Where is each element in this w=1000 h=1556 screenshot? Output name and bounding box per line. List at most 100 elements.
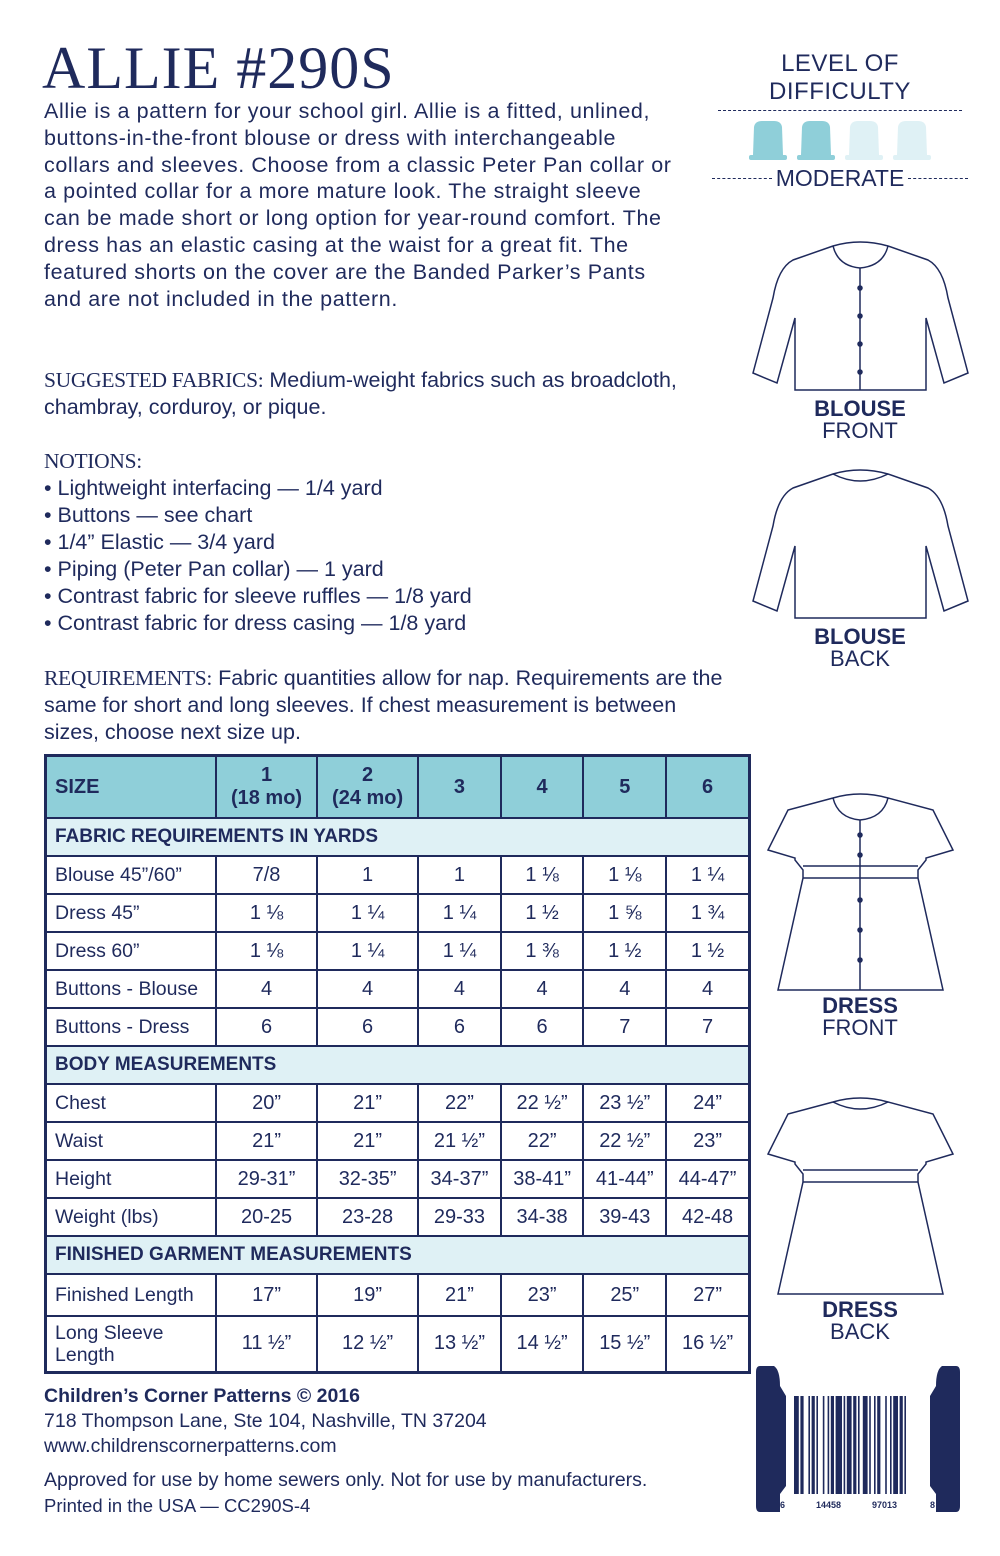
size-number: SIZE [55,775,100,798]
size-number: 4 [536,775,548,798]
table-cell: 20” [214,1083,319,1123]
table-cell: 4 [582,969,668,1009]
blouse-back: BLOUSE BACK [745,466,975,670]
barcode-bar [890,1396,892,1494]
size-header: 2 (24 mo) [316,754,420,819]
table-row: Long Sleeve Length 11 ½” 12 ½” 13 ½” 14 ½” 15… [44,1315,751,1373]
thimble-icon [749,121,787,160]
table-cell: 6 [214,1007,319,1047]
table-cell: 1 ¼ [417,931,502,971]
thimble-icon [893,121,931,160]
barcode-digit: 8 [930,1500,935,1510]
notion-item: • Buttons — see chart [44,503,253,527]
table-cell: 29-31” [214,1159,319,1199]
row-label: Buttons - Dress [44,1007,217,1047]
table-cell: 1 ½ [582,931,668,971]
table-cell: 21” [214,1121,319,1161]
barcode-digits: 14458 [816,1500,841,1510]
row-label: Waist [44,1121,217,1161]
table-cell: 1 ¼ [417,893,502,933]
notion-item: • 1/4” Elastic — 3/4 yard [44,530,275,554]
table-cell: 34-38 [499,1197,585,1237]
barcode-bar [885,1396,887,1494]
footer: Children’s Corner Patterns © 2016 718 Th… [44,1384,647,1518]
table-cell: 1 ½ [665,931,751,971]
printed-notice: Printed in the USA — CC290S-4 [44,1495,311,1516]
table-row: Buttons - Blouse 4 4 4 4 4 4 [44,969,751,1009]
table-cell: 24” [665,1083,751,1123]
table-cell: 23” [665,1121,751,1161]
table-cell: 6 [417,1007,502,1047]
size-age: (24 mo) [332,787,404,809]
table-cell: 22 ½” [499,1083,585,1123]
divider [908,178,969,179]
table-cell: 1 ⅜ [499,931,585,971]
table-cell: 4 [316,969,420,1009]
blouse-front: BLOUSE FRONT [745,238,975,442]
difficulty-title: LEVEL OF DIFFICULTY [769,50,911,105]
row-label: Chest [44,1083,217,1123]
barcode-bar [869,1396,871,1494]
table-cell: 21” [316,1121,420,1161]
requirements-label: REQUIREMENTS: [44,666,213,690]
approved-notice: Approved for use by home sewers only. No… [44,1469,648,1491]
size-number: 1 [260,764,273,786]
table-cell: 1 ½ [499,893,585,933]
barcode-bar [830,1396,834,1494]
barcode-bar [877,1396,881,1494]
barcode-digit: 6 [780,1500,785,1510]
size-number: 3 [453,775,466,798]
table-cell: 4 [417,969,502,1009]
table-cell: 44-47” [665,1159,751,1199]
row-label: Buttons - Blouse [44,969,217,1009]
barcode-bar [816,1396,818,1494]
row-label: Weight (lbs) [44,1197,217,1237]
table-cell: 17” [214,1273,319,1317]
table-cell: 22” [417,1083,502,1123]
size-header: 4 [499,754,585,819]
size-header: 6 [665,754,751,819]
size-header: 5 [582,754,668,819]
table-cell: 4 [665,969,751,1009]
suggested-fabrics: SUGGESTED FABRICS: Medium-weight fabrics… [44,367,724,421]
size-header: 1 (18 mo) [214,754,319,819]
table-cell: 1 ¼ [316,893,420,933]
barcode-bar [811,1396,815,1494]
thimble-icon [845,121,883,160]
table-cell: 19” [316,1273,420,1317]
company-website[interactable]: www.childrenscornerpatterns.com [44,1435,337,1457]
table-cell: 1 ¼ [665,855,751,895]
company-name: Children’s Corner Patterns © 2016 [44,1385,360,1407]
notion-item: • Contrast fabric for sleeve ruffles — 1… [44,584,472,608]
notions: NOTIONS: • Lightweight interfacing — 1/4… [44,448,724,637]
section-title: FINISHED GARMENT MEASUREMENTS [44,1235,751,1275]
notion-item: • Contrast fabric for dress casing — 1/8… [44,611,467,635]
table-cell: 22” [499,1121,585,1161]
table-row: Buttons - Dress 6 6 6 6 7 7 [44,1007,751,1047]
garment-view: FRONT [822,1015,898,1040]
row-label: Dress 60” [44,931,217,971]
table-cell: 6 [316,1007,420,1047]
barcode-bar [808,1396,810,1494]
dress-back: DRESS BACK [745,1094,975,1343]
notion-item: • Lightweight interfacing — 1/4 yard [44,476,383,500]
table-cell: 1 ¾ [665,893,751,933]
table-cell: 21” [316,1083,420,1123]
dress-front-illustration [766,793,954,991]
dress-front: DRESS FRONT [745,790,975,1039]
barcode-bar [846,1396,852,1494]
table-cell: 14 ½” [499,1315,585,1373]
size-number: 6 [701,775,714,798]
page-title: ALLIE #290S [42,35,395,101]
size-header: 3 [417,754,502,819]
size-number: 2 [362,764,374,786]
table-cell: 1 ⅝ [582,893,668,933]
row-label: Dress 45” [44,893,217,933]
table-cell: 12 ½” [316,1315,420,1373]
row-label: Finished Length [44,1273,217,1317]
table-cell: 25” [582,1273,668,1317]
barcode-bar [899,1396,903,1494]
